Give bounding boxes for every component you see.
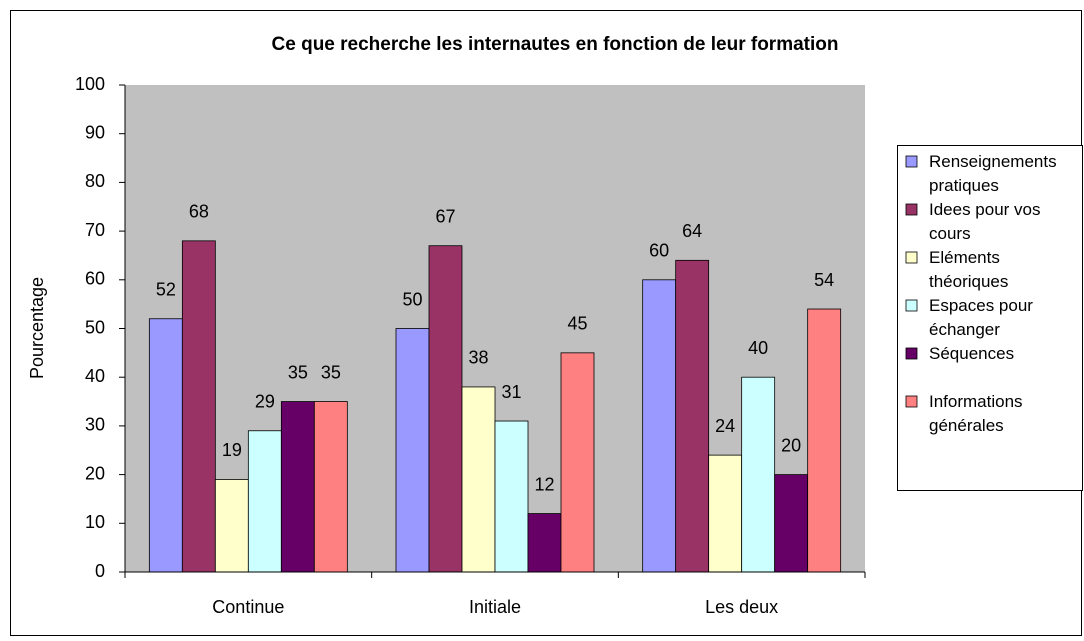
chart-title: Ce que recherche les internautes en fonc… xyxy=(272,34,839,55)
value-label: 45 xyxy=(567,314,587,334)
value-label: 31 xyxy=(501,382,521,402)
legend-label: Espaces pour échanger xyxy=(929,296,1033,339)
legend-label: Séquences xyxy=(929,344,1015,363)
bar xyxy=(527,513,562,573)
legend-label: Informations générales xyxy=(929,392,1023,435)
bar xyxy=(560,352,595,573)
y-tick-label: 70 xyxy=(85,220,105,240)
legend-box xyxy=(897,145,1083,491)
bar xyxy=(461,386,496,573)
value-label: 35 xyxy=(288,362,308,382)
y-tick-label: 30 xyxy=(85,415,105,435)
legend-swatch xyxy=(905,299,918,312)
x-tick-label: Continue xyxy=(212,597,284,617)
bar xyxy=(494,420,529,573)
bar xyxy=(247,430,282,573)
legend-swatch xyxy=(905,347,918,360)
bar xyxy=(428,245,463,573)
value-label: 52 xyxy=(156,280,176,300)
bar xyxy=(642,279,677,573)
y-tick-label: 20 xyxy=(85,463,105,483)
x-tick-label: Initiale xyxy=(469,597,521,617)
value-label: 67 xyxy=(435,206,455,226)
bar xyxy=(214,479,249,573)
value-label: 50 xyxy=(402,289,422,309)
bar xyxy=(313,401,348,573)
bar xyxy=(148,318,183,573)
legend-swatch xyxy=(905,251,918,264)
y-tick-label: 100 xyxy=(75,74,105,94)
bar xyxy=(280,401,315,573)
value-label: 19 xyxy=(222,440,242,460)
value-label: 20 xyxy=(781,435,801,455)
value-label: 35 xyxy=(321,362,341,382)
bar xyxy=(675,259,710,573)
bar xyxy=(774,474,809,573)
y-tick-label: 60 xyxy=(85,269,105,289)
value-label: 40 xyxy=(748,338,768,358)
bar xyxy=(741,376,776,573)
legend-label: Renseignements pratiques xyxy=(929,152,1057,195)
y-tick-label: 10 xyxy=(85,512,105,532)
value-label: 24 xyxy=(715,416,735,436)
y-tick-label: 90 xyxy=(85,122,105,142)
legend-swatch xyxy=(905,203,918,216)
y-axis-label: Pourcentage xyxy=(27,277,47,379)
value-label: 54 xyxy=(814,270,834,290)
y-tick-label: 40 xyxy=(85,366,105,386)
value-label: 29 xyxy=(255,392,275,412)
x-tick-label: Les deux xyxy=(705,597,778,617)
legend-swatch xyxy=(905,395,918,408)
bar xyxy=(181,240,216,573)
bar xyxy=(395,328,430,573)
value-label: 64 xyxy=(682,221,702,241)
value-label: 12 xyxy=(534,474,554,494)
value-label: 60 xyxy=(649,241,669,261)
legend-label: Idees pour vos cours xyxy=(929,200,1041,243)
y-tick-label: 0 xyxy=(95,561,105,581)
y-tick-label: 50 xyxy=(85,317,105,337)
value-label: 68 xyxy=(189,202,209,222)
bar xyxy=(708,454,743,573)
legend-label: Eléments théoriques xyxy=(929,248,1009,291)
bar xyxy=(807,308,842,573)
legend-swatch xyxy=(905,155,918,168)
y-tick-label: 80 xyxy=(85,171,105,191)
value-label: 38 xyxy=(468,348,488,368)
